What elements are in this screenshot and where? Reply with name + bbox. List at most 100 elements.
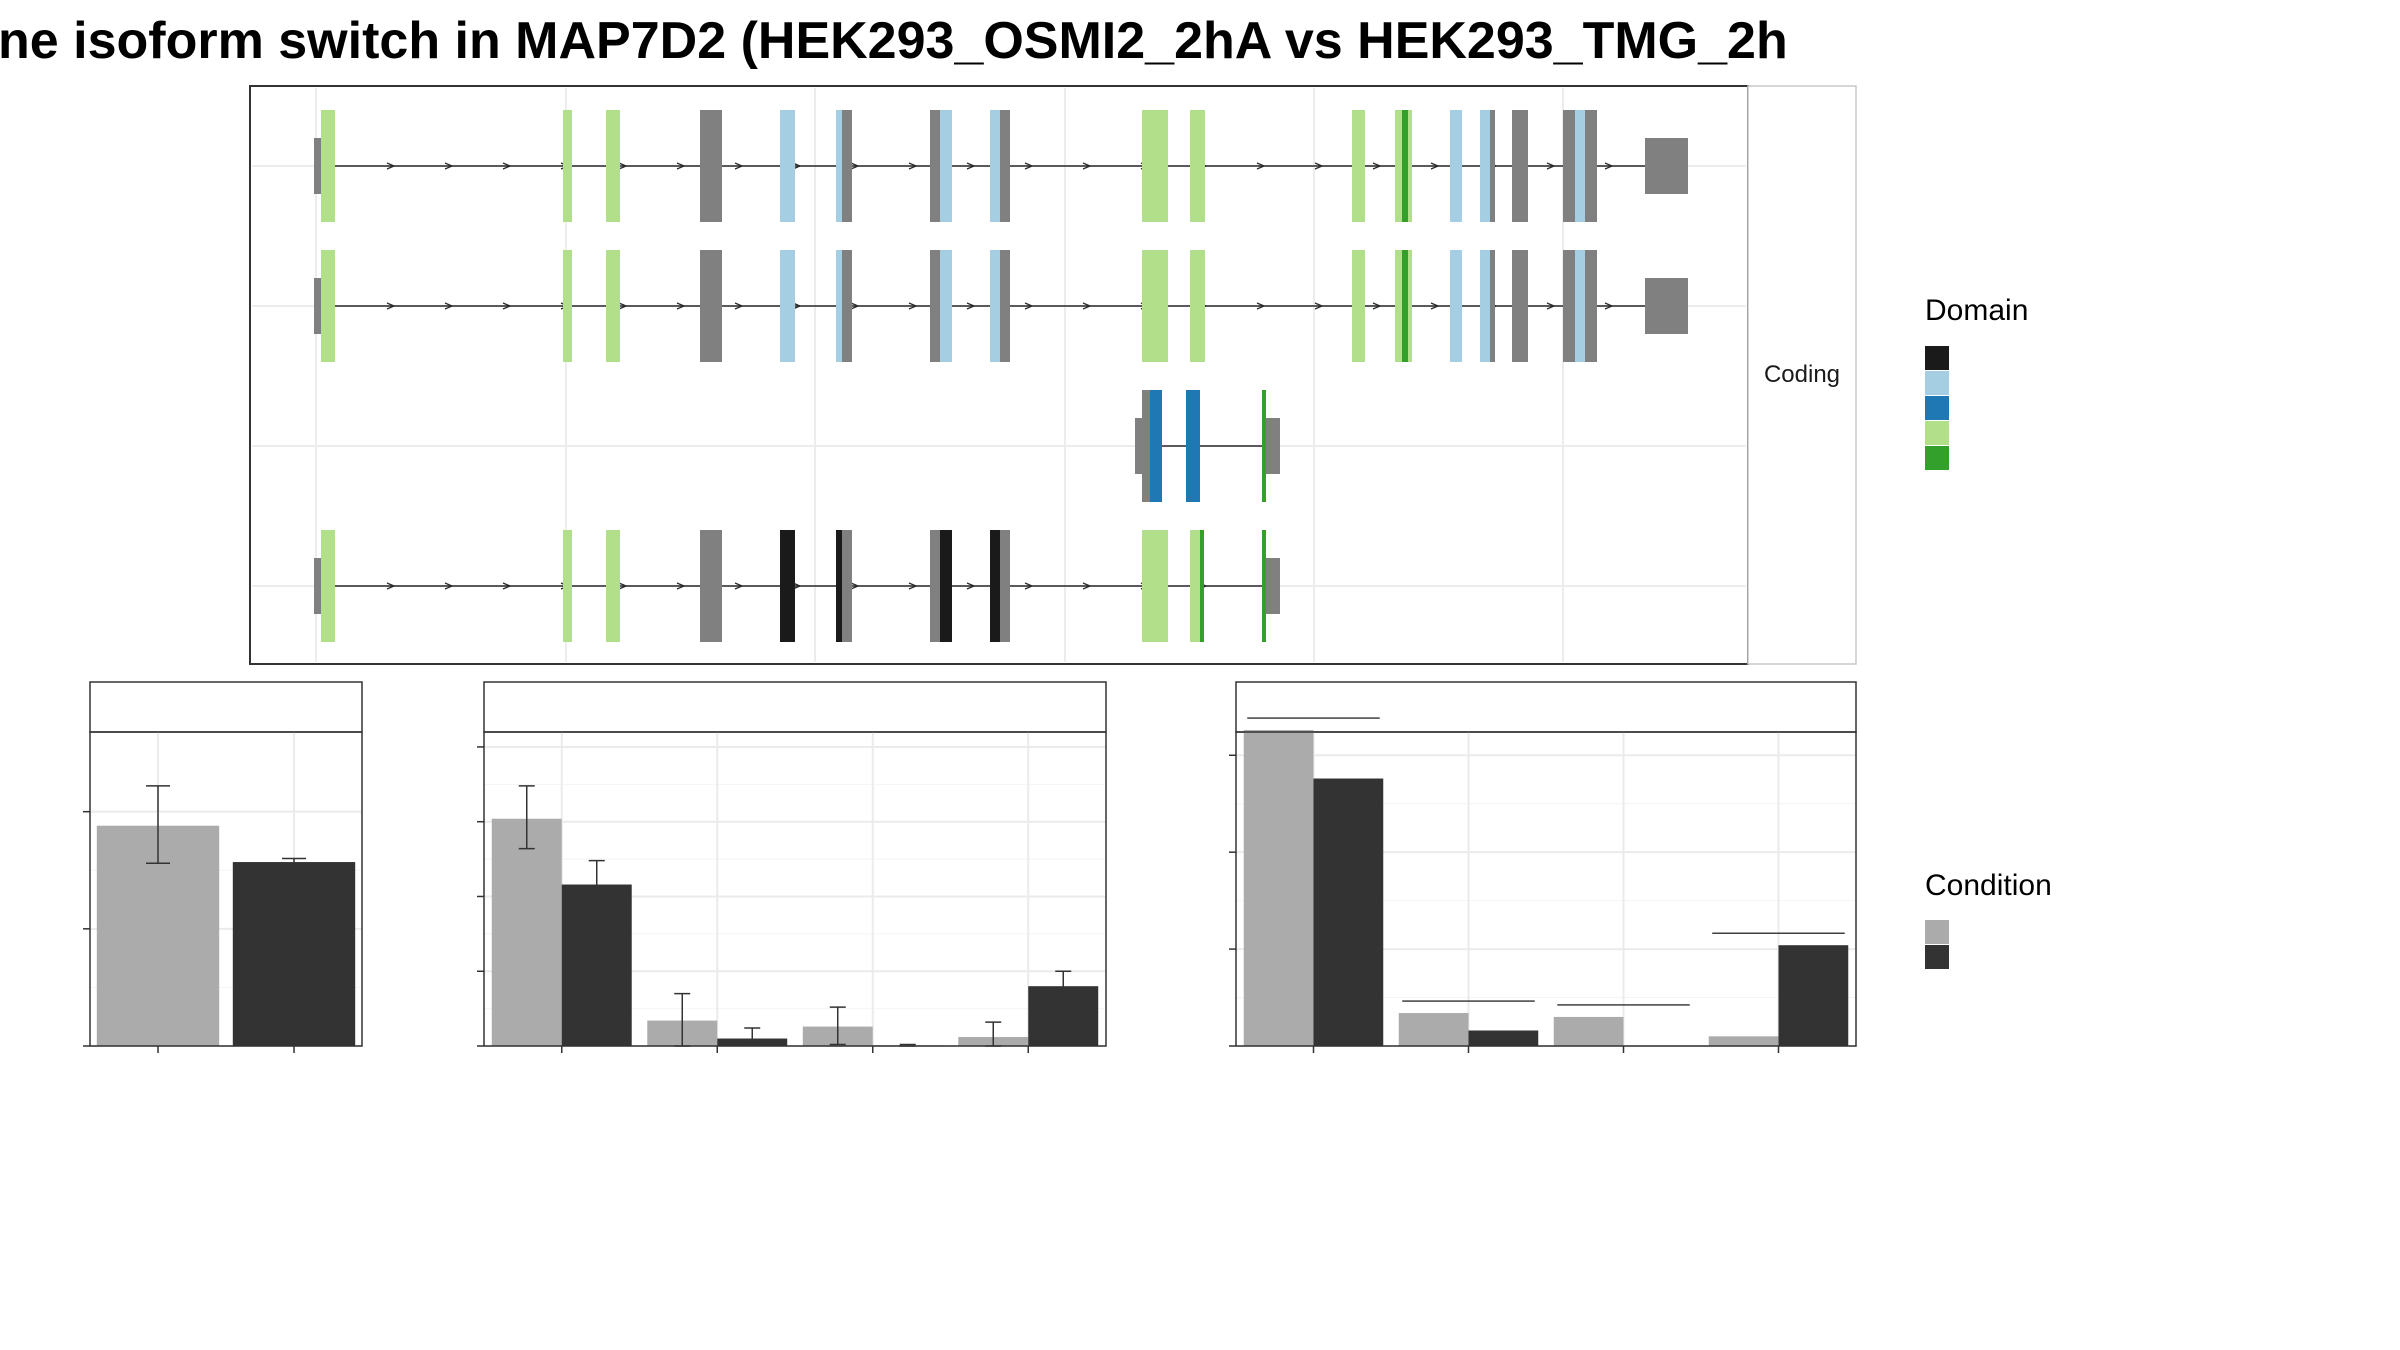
exon-block bbox=[1512, 110, 1528, 222]
exon-block bbox=[930, 110, 940, 222]
strand-arrow bbox=[618, 162, 628, 170]
condition-legend-swatch bbox=[1925, 920, 1949, 944]
exon-block bbox=[1000, 110, 1010, 222]
exon-block bbox=[707, 530, 722, 642]
exon-block bbox=[700, 110, 707, 222]
strand-arrow bbox=[734, 162, 744, 170]
chart-strip bbox=[483, 681, 1107, 733]
exon-block bbox=[1200, 530, 1204, 642]
strand-arrow bbox=[792, 582, 802, 590]
exon-block bbox=[1490, 110, 1495, 222]
exon-block bbox=[563, 250, 572, 362]
exon-block bbox=[1575, 110, 1585, 222]
strand-arrow bbox=[676, 582, 686, 590]
chart-panel bbox=[1229, 681, 1857, 1053]
exon-block bbox=[563, 530, 572, 642]
exon-block bbox=[780, 250, 795, 362]
condition-legend-title: Condition bbox=[1925, 869, 2052, 902]
strand-arrow bbox=[1430, 302, 1440, 310]
strand-arrow bbox=[908, 162, 918, 170]
exon-block bbox=[940, 110, 952, 222]
strand-arrow bbox=[1314, 302, 1324, 310]
exon-block bbox=[1352, 110, 1365, 222]
condition-legend-swatch bbox=[1925, 945, 1949, 969]
chart-panel bbox=[477, 681, 1107, 1053]
strand-arrow bbox=[676, 162, 686, 170]
strand-arrow bbox=[1024, 302, 1034, 310]
strand-arrow bbox=[502, 582, 512, 590]
strand-arrow bbox=[444, 162, 454, 170]
strand-arrow bbox=[850, 302, 860, 310]
strand-arrow bbox=[850, 582, 860, 590]
figure-title: ne isoform switch in MAP7D2 (HEK293_OSMI… bbox=[0, 12, 1788, 70]
exon-block bbox=[836, 110, 842, 222]
exon-block bbox=[1190, 110, 1205, 222]
exon-block bbox=[1563, 250, 1575, 362]
strand-arrow bbox=[1024, 582, 1034, 590]
exon-block bbox=[1480, 250, 1490, 362]
bar bbox=[561, 884, 632, 1046]
chart-plot-border bbox=[1235, 731, 1857, 1047]
isoform-structure-panel: Coding bbox=[249, 85, 1857, 665]
strand-arrow bbox=[908, 302, 918, 310]
exon-block bbox=[1575, 250, 1585, 362]
domain-legend-swatch bbox=[1925, 346, 1949, 370]
strand-arrow bbox=[734, 302, 744, 310]
exon-block bbox=[1490, 250, 1495, 362]
domain-legend-swatch bbox=[1925, 396, 1949, 420]
exon-block bbox=[1262, 390, 1266, 502]
exon-block bbox=[842, 110, 852, 222]
strand-arrow bbox=[444, 302, 454, 310]
strand-arrow bbox=[386, 582, 396, 590]
strand-arrow bbox=[386, 162, 396, 170]
exon-block bbox=[1150, 390, 1162, 502]
strand-arrow bbox=[1082, 302, 1092, 310]
exon-block bbox=[1262, 530, 1266, 642]
exon-block bbox=[1645, 138, 1688, 194]
exon-block bbox=[1186, 390, 1200, 502]
structure-strip bbox=[1747, 85, 1857, 665]
strand-arrow bbox=[386, 302, 396, 310]
domain-legend: Domain bbox=[1925, 294, 2028, 470]
exon-block bbox=[990, 250, 1000, 362]
exon-block bbox=[1585, 250, 1597, 362]
bar bbox=[1243, 730, 1314, 1046]
strand-arrow bbox=[618, 302, 628, 310]
strand-arrow bbox=[850, 162, 860, 170]
strand-arrow bbox=[1546, 162, 1556, 170]
bar bbox=[491, 818, 562, 1046]
exon-block bbox=[940, 250, 952, 362]
exon-block bbox=[707, 110, 722, 222]
exon-block bbox=[1408, 250, 1412, 362]
chart-plot-border bbox=[89, 731, 363, 1047]
utr-block bbox=[314, 558, 322, 614]
chart-strip bbox=[1235, 681, 1857, 733]
strand-arrow bbox=[1430, 162, 1440, 170]
strand-arrow bbox=[966, 162, 976, 170]
exon-block bbox=[842, 530, 852, 642]
exon-block bbox=[780, 110, 795, 222]
exon-block bbox=[1395, 250, 1402, 362]
exon-block bbox=[930, 530, 940, 642]
strand-arrow bbox=[618, 582, 628, 590]
exon-block bbox=[1142, 530, 1168, 642]
strand-arrow bbox=[676, 302, 686, 310]
domain-legend-title: Domain bbox=[1925, 294, 2028, 327]
strand-arrow bbox=[1604, 162, 1614, 170]
exon-block bbox=[1645, 278, 1688, 334]
chart-panel bbox=[83, 681, 363, 1053]
condition-legend: Condition bbox=[1925, 869, 2052, 969]
exon-block bbox=[707, 250, 722, 362]
exon-block bbox=[990, 530, 1000, 642]
bar bbox=[232, 862, 356, 1046]
strand-arrow bbox=[1256, 302, 1266, 310]
exon-block bbox=[1142, 110, 1168, 222]
bar bbox=[1398, 1013, 1469, 1046]
exon-block bbox=[1190, 250, 1205, 362]
strand-arrow bbox=[792, 162, 802, 170]
strand-arrow bbox=[734, 582, 744, 590]
exon-block bbox=[1585, 110, 1597, 222]
bar bbox=[1778, 945, 1849, 1046]
exon-block bbox=[940, 530, 952, 642]
